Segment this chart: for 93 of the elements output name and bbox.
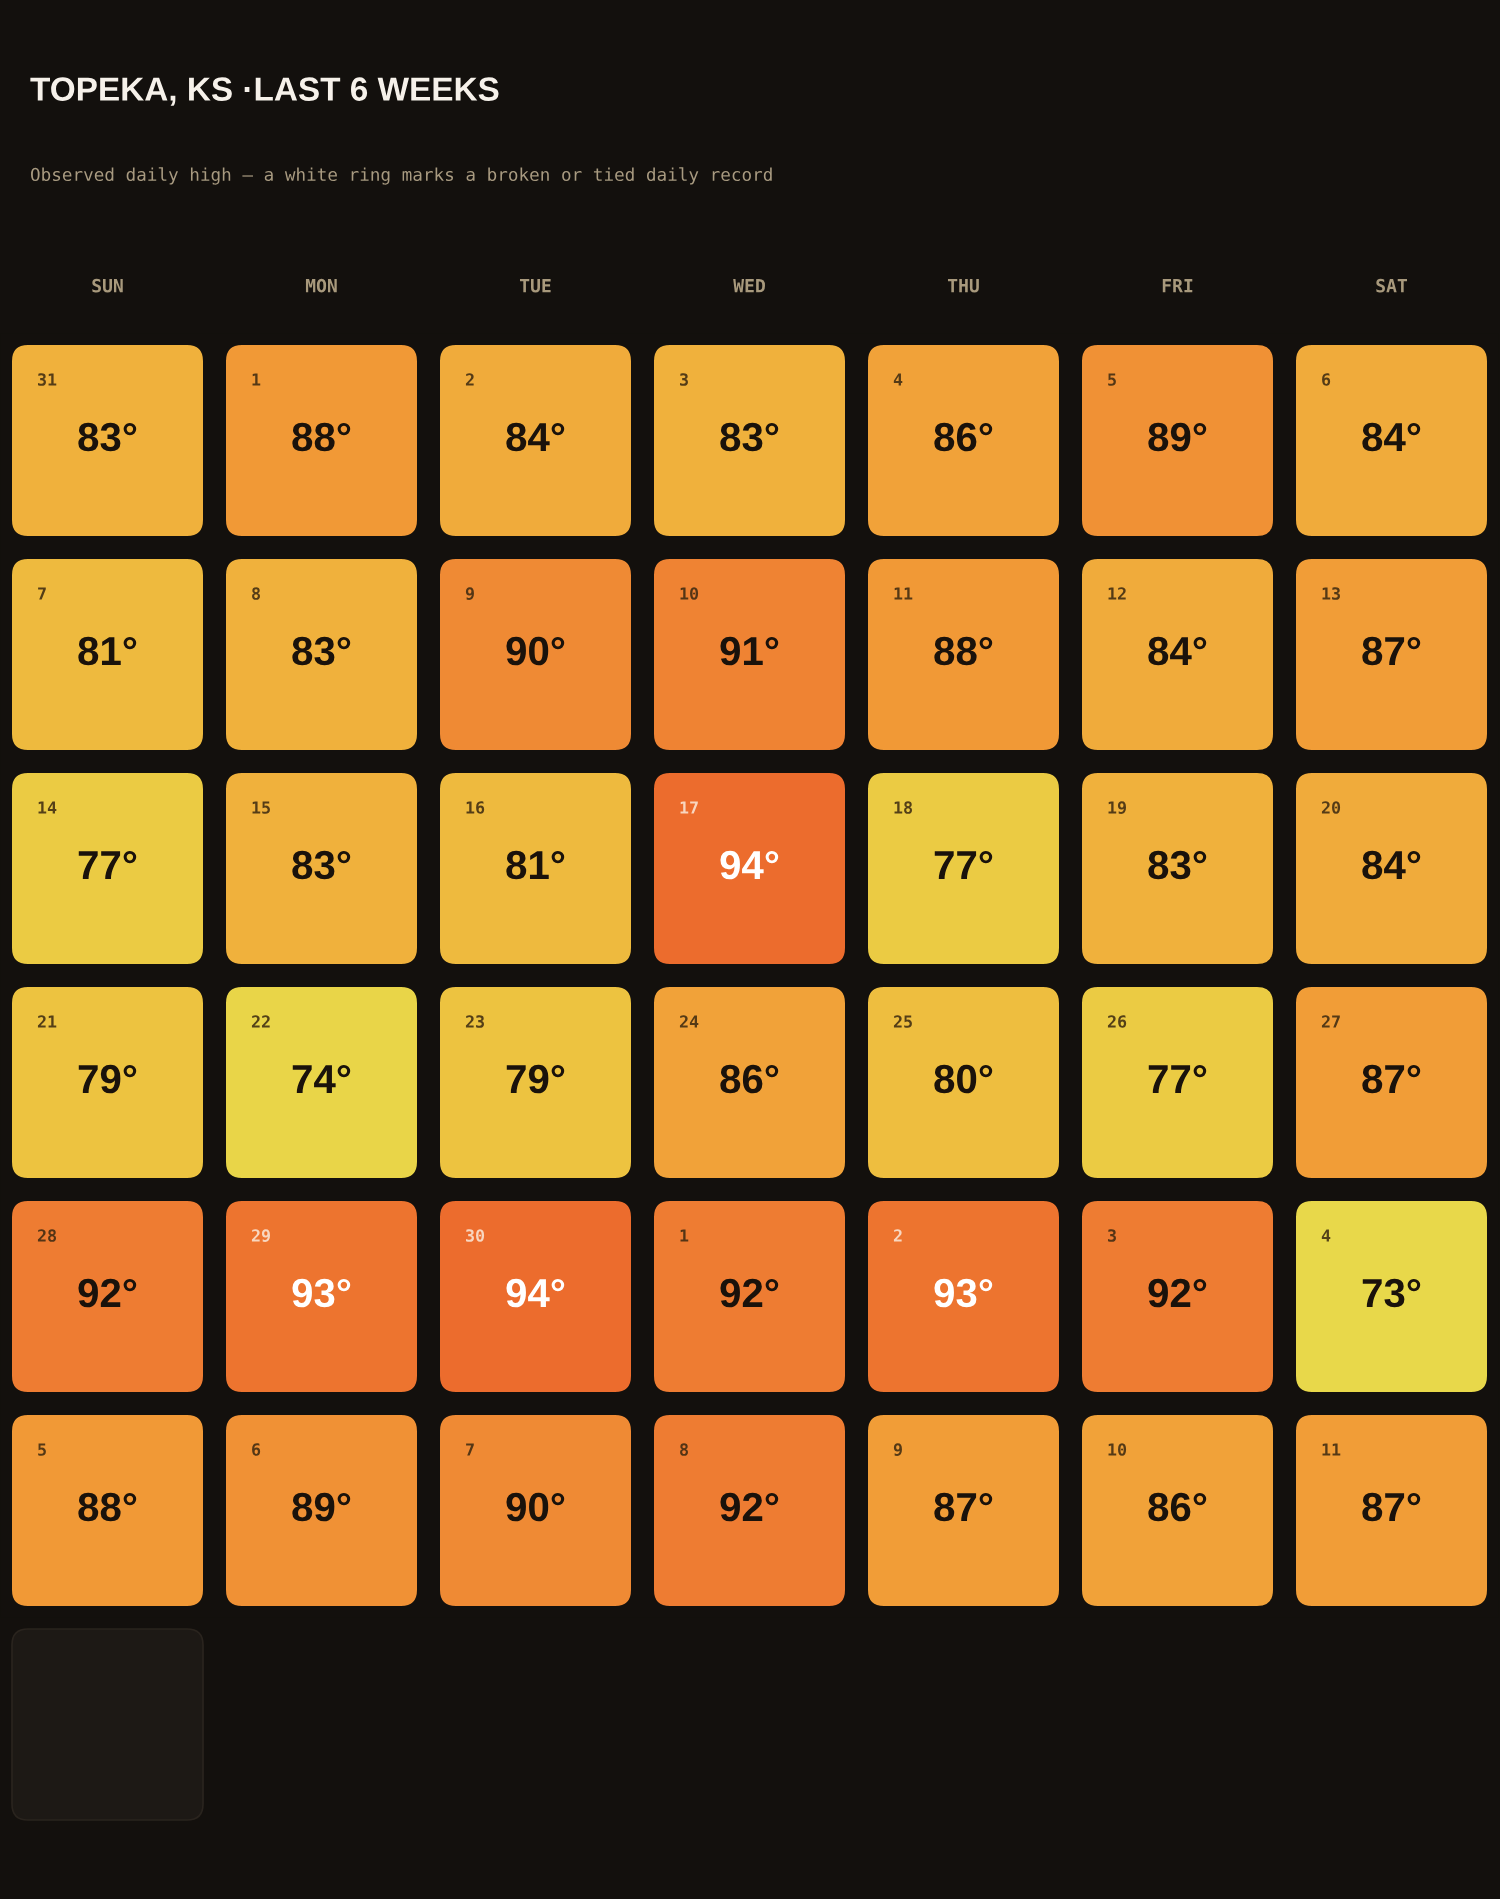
annotation: 29	[251, 1229, 270, 1242]
data-label: 79°	[506, 1064, 565, 1094]
data-label: 86°	[720, 1064, 779, 1094]
annotation: 5	[1108, 373, 1116, 386]
data-label: 92°	[720, 1278, 779, 1308]
annotation: 16	[466, 801, 485, 814]
data-label: 89°	[1148, 422, 1207, 452]
x-tick-label: TUE	[519, 279, 551, 293]
data-label: 94°	[720, 850, 779, 880]
annotation: 13	[1322, 587, 1340, 600]
data-label: 74°	[292, 1064, 351, 1093]
annotation: 3	[680, 373, 688, 386]
data-label: 92°	[720, 1492, 779, 1522]
data-label: 86°	[934, 422, 993, 452]
data-label: 88°	[292, 422, 351, 452]
data-label: 81°	[506, 850, 565, 880]
data-label: 81°	[78, 636, 137, 666]
data-label: 83°	[292, 850, 351, 880]
annotation: 12	[1108, 587, 1126, 600]
data-label: 77°	[1148, 1064, 1207, 1093]
x-tick-label: MON	[305, 278, 337, 293]
data-label: 89°	[292, 1492, 351, 1522]
annotation: 15	[252, 801, 270, 814]
annotation: 24	[679, 1015, 699, 1028]
annotation: 2	[893, 1229, 902, 1242]
annotation: 28	[37, 1229, 57, 1242]
data-label: 90°	[506, 636, 565, 666]
annotation: 17	[680, 801, 698, 814]
annotation: 25	[893, 1015, 912, 1028]
annotation: 10	[1108, 1443, 1127, 1456]
data-label: 87°	[1362, 636, 1421, 666]
annotation: 9	[465, 587, 474, 600]
annotation: 9	[893, 1443, 902, 1456]
annotation: 4	[1321, 1229, 1331, 1242]
annotation: 19	[1108, 801, 1126, 814]
data-label: 87°	[1362, 1064, 1421, 1094]
annotation: 4	[893, 373, 903, 386]
annotation: 2	[465, 373, 474, 386]
data-label: 86°	[1148, 1492, 1207, 1522]
data-label: 88°	[78, 1492, 137, 1522]
data-label: 87°	[1362, 1492, 1421, 1522]
data-label: 77°	[934, 850, 993, 879]
annotation: 21	[37, 1015, 57, 1028]
annotation: 10	[680, 587, 699, 600]
annotation: 8	[680, 1443, 688, 1456]
data-label: 83°	[720, 422, 779, 452]
data-label: 93°	[934, 1278, 993, 1308]
x-tick-label: SUN	[92, 278, 123, 293]
x-tick-label: WED	[733, 279, 765, 293]
annotation: 6	[1322, 373, 1331, 386]
annotation: 7	[466, 1443, 474, 1456]
data-label: 83°	[1148, 850, 1207, 880]
annotation: 11	[894, 587, 913, 600]
chart-title: TOPEKA, KS ·LAST 6 WEEKS	[30, 77, 499, 106]
data-label: 88°	[934, 636, 993, 666]
x-tick-label: THU	[947, 279, 979, 293]
annotation: 6	[252, 1443, 261, 1456]
data-label: 79°	[78, 1064, 137, 1094]
x-tick-label: SAT	[1376, 278, 1408, 293]
annotation: 22	[251, 1015, 270, 1028]
data-label: 84°	[1362, 422, 1421, 452]
annotation: 1	[680, 1229, 689, 1242]
annotation: 11	[1322, 1443, 1341, 1456]
data-label: 87°	[934, 1492, 993, 1522]
chart-subtitle: Observed daily high — a white ring marks a broken or tied daily record	[31, 167, 772, 185]
annotation: 14	[38, 801, 57, 814]
data-label: 92°	[1148, 1278, 1207, 1308]
data-label: 84°	[506, 422, 565, 452]
annotation: 5	[38, 1443, 46, 1456]
annotation: 18	[894, 801, 913, 814]
annotation: 26	[1107, 1015, 1127, 1028]
annotation: 7	[38, 587, 46, 600]
annotation: 20	[1321, 801, 1341, 814]
data-label: 91°	[720, 636, 779, 666]
data-label: 80°	[934, 1064, 993, 1094]
data-label: 94°	[506, 1278, 565, 1308]
annotation: 30	[466, 1229, 485, 1242]
data-label: 93°	[292, 1278, 351, 1308]
annotation: 23	[465, 1015, 484, 1028]
annotation: 1	[252, 373, 261, 386]
annotation: 27	[1321, 1015, 1340, 1028]
data-label: 90°	[506, 1492, 565, 1522]
data-label: 84°	[1362, 850, 1421, 880]
annotation: 31	[38, 373, 57, 386]
annotation: 8	[252, 587, 260, 600]
data-label: 92°	[78, 1278, 137, 1308]
data-label: 83°	[78, 422, 137, 452]
data-label: 83°	[292, 636, 351, 666]
data-label: 77°	[78, 850, 137, 879]
x-tick-label: FRI	[1162, 279, 1193, 293]
data-label: 84°	[1148, 636, 1207, 666]
data-label: 73°	[1362, 1278, 1421, 1308]
annotation: 3	[1108, 1229, 1116, 1242]
